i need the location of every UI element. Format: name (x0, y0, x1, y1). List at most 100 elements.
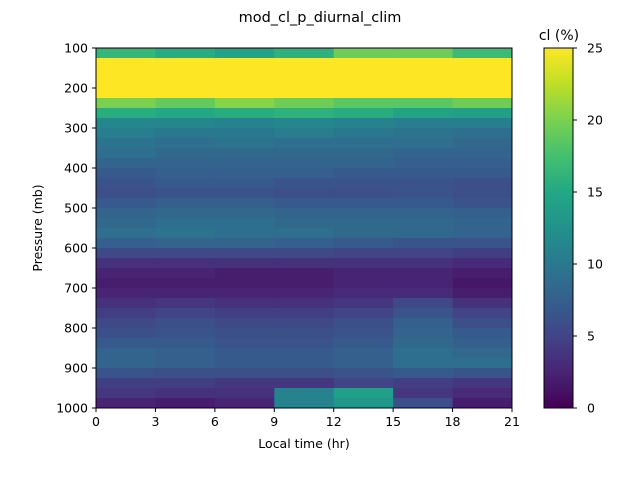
heatmap-cell (96, 358, 156, 369)
heatmap-cell (333, 348, 394, 359)
heatmap-cell (214, 138, 275, 149)
heatmap-cell (274, 218, 335, 229)
x-tick-label: 0 (92, 414, 100, 429)
heatmap-cell (452, 308, 513, 319)
heatmap-cell (393, 208, 453, 219)
heatmap-cell (214, 268, 275, 279)
heatmap-cell (274, 378, 335, 389)
heatmap-cell (214, 158, 275, 169)
heatmap-cell (333, 228, 394, 239)
heatmap-cell (274, 258, 335, 269)
heatmap-cell (333, 138, 394, 149)
heatmap-cell (155, 108, 216, 119)
heatmap-cell (333, 398, 394, 409)
heatmap-cell (333, 268, 394, 279)
heatmap-cell (393, 98, 453, 109)
heatmap-cell (214, 48, 275, 59)
heatmap-cell (96, 338, 156, 349)
heatmap-cell (393, 128, 453, 139)
heatmap-cell (393, 298, 453, 309)
heatmap-cell (214, 168, 275, 179)
heatmap-cell (214, 308, 275, 319)
heatmap-cell (393, 388, 453, 399)
heatmap-cell (214, 248, 275, 259)
heatmap-cell (274, 238, 335, 249)
heatmap-cell (393, 218, 453, 229)
heatmap-cell (96, 248, 156, 259)
heatmap-cell (214, 188, 275, 199)
heatmap-cell (452, 358, 513, 369)
heatmap-cell (274, 98, 335, 109)
heatmap-cell (274, 178, 335, 189)
heatmap-cell (96, 228, 156, 239)
heatmap-cell (452, 278, 513, 289)
heatmap-cell (274, 348, 335, 359)
heatmap-cell (333, 58, 394, 99)
heatmap-cell (96, 178, 156, 189)
heatmap-cell (155, 188, 216, 199)
heatmap-cell (393, 228, 453, 239)
heatmap-cell (333, 338, 394, 349)
heatmap-cell (274, 188, 335, 199)
heatmap-cell (214, 288, 275, 299)
heatmap-cell (214, 208, 275, 219)
heatmap-cell (214, 328, 275, 339)
y-axis: 100 200 300 400 500 600 700 800 900 1000 (56, 41, 96, 416)
heatmap-cell (452, 58, 513, 99)
heatmap-cell (214, 298, 275, 309)
colorbar-tick-label: 15 (587, 185, 603, 200)
heatmap-cell (452, 378, 513, 389)
heatmap-cell (333, 328, 394, 339)
heatmap-cell (155, 288, 216, 299)
heatmap-cell (333, 248, 394, 259)
heatmap-cell (96, 378, 156, 389)
heatmap-cell (274, 58, 335, 99)
heatmap-cell (214, 338, 275, 349)
heatmap-cell (333, 218, 394, 229)
heatmap-cell (214, 108, 275, 119)
heatmap-cell (274, 288, 335, 299)
colorbar-tick-label: 0 (587, 401, 595, 416)
heatmap-cell (393, 238, 453, 249)
heatmap-cell (333, 318, 394, 329)
colorbar (543, 47, 574, 409)
heatmap-cell (333, 148, 394, 159)
heatmap-cell (274, 278, 335, 289)
heatmap-cell (214, 198, 275, 209)
heatmap-cell (155, 308, 216, 319)
colorbar-tick-label: 5 (587, 329, 595, 344)
y-tick-label: 400 (64, 161, 88, 176)
heatmap-cell (96, 98, 156, 109)
heatmap-cell (333, 108, 394, 119)
heatmap-cell (333, 378, 394, 389)
heatmap-cell (155, 388, 216, 399)
heatmap-cell (214, 178, 275, 189)
heatmap-cell (393, 358, 453, 369)
heatmap-cell (274, 198, 335, 209)
y-axis-label: Pressure (mb) (30, 184, 45, 271)
heatmap-cell (333, 288, 394, 299)
heatmap-cell (274, 128, 335, 139)
heatmap-cell (96, 238, 156, 249)
heatmap-cell (96, 388, 156, 399)
heatmap-cell (452, 388, 513, 399)
heatmap-cell (96, 328, 156, 339)
heatmap-cell (214, 238, 275, 249)
heatmap-cell (214, 318, 275, 329)
heatmap-cell (155, 48, 216, 59)
heatmap-cell (393, 368, 453, 379)
heatmap-cell (452, 268, 513, 279)
heatmap-cell (393, 108, 453, 119)
heatmap-cell (452, 338, 513, 349)
heatmap-cell (452, 248, 513, 259)
heatmap-cell (393, 318, 453, 329)
heatmap-cell (155, 398, 216, 409)
heatmap-cell (274, 158, 335, 169)
heatmap-cell (393, 138, 453, 149)
heatmap-cell (452, 168, 513, 179)
heatmap-cell (155, 358, 216, 369)
heatmap-cell (155, 148, 216, 159)
heatmap-cell (452, 98, 513, 109)
heatmap-cell (452, 298, 513, 309)
colorbar-tick-label: 10 (587, 257, 603, 272)
